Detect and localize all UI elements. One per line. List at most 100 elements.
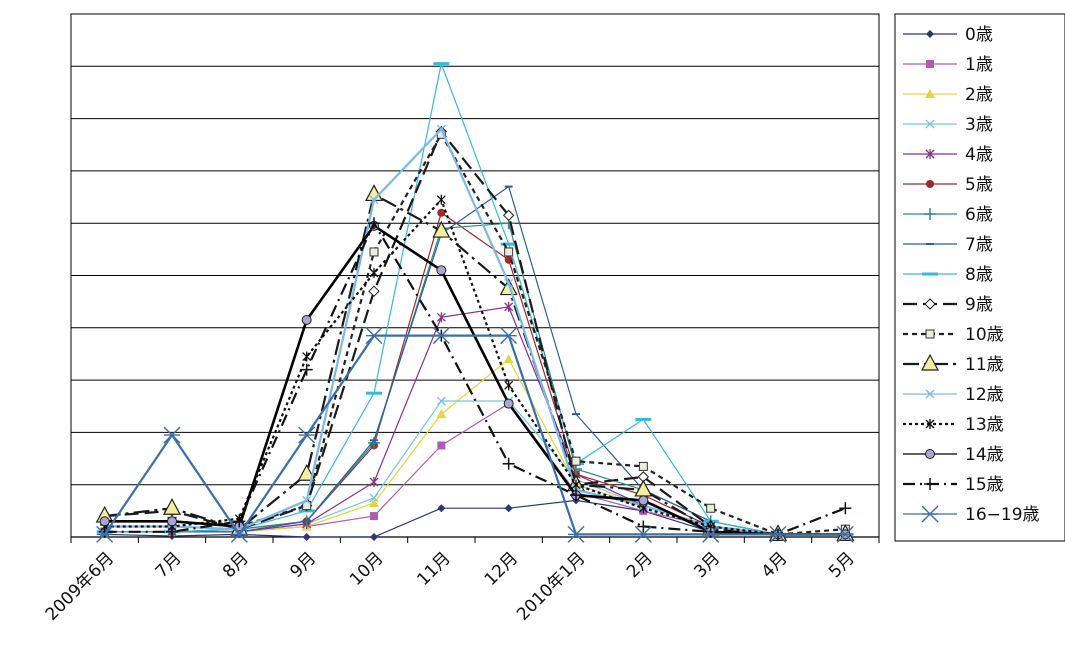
legend-item: 10歳 (903, 325, 1004, 345)
legend-item: 15歳 (903, 475, 1004, 495)
legend-label: 14歳 (965, 445, 1004, 465)
x-tick-label: 7月 (152, 548, 186, 582)
data-point (436, 396, 446, 406)
data-point (926, 60, 934, 68)
plot-area (70, 13, 880, 538)
data-point (925, 119, 935, 129)
data-point (502, 457, 515, 470)
series-layer (95, 61, 855, 543)
data-point (365, 327, 383, 345)
legend-item: 6歳 (903, 205, 993, 225)
data-point (504, 255, 513, 264)
legend-label: 11歳 (965, 355, 1004, 375)
series-16 (96, 327, 854, 543)
data-point (925, 149, 935, 159)
data-point (571, 479, 581, 490)
data-point (504, 278, 514, 288)
legend-label: 4歳 (965, 145, 993, 165)
data-point (926, 30, 934, 38)
data-point (704, 525, 717, 538)
data-point (504, 504, 513, 513)
data-point (98, 525, 111, 538)
legend-label: 9歳 (965, 295, 993, 315)
data-point (302, 351, 312, 362)
legend-label: 3歳 (965, 115, 993, 135)
data-point (436, 124, 446, 134)
data-point (369, 498, 379, 508)
data-point (437, 208, 446, 217)
data-point (924, 298, 936, 310)
data-point (370, 512, 378, 521)
data-point (298, 426, 316, 444)
data-point (926, 180, 934, 188)
legend-label: 2歳 (965, 85, 993, 105)
legend-item: 3歳 (903, 115, 993, 135)
legend-label: 0歳 (965, 25, 993, 45)
legend-label: 1歳 (965, 55, 993, 75)
legend-item: 1歳 (903, 55, 993, 75)
data-point (302, 533, 311, 541)
legend-item: 16−19歳 (903, 505, 1040, 525)
data-point (369, 477, 379, 488)
legend-item: 9歳 (903, 295, 993, 315)
legend-item: 5歳 (903, 175, 993, 195)
legend-item: 7歳 (903, 235, 993, 255)
legend-label: 10歳 (965, 325, 1004, 345)
data-point (836, 525, 854, 543)
data-point (233, 515, 246, 528)
legend: 0歳 1歳 2歳 3歳 4歳 5歳 6歳 7歳 8歳 9歳 10歳 11歳 12歳 13歳 14歳 15歳 16… (894, 13, 1065, 542)
data-point (924, 478, 936, 490)
data-point (921, 353, 939, 371)
legend-label: 6歳 (965, 205, 993, 225)
legend-label: 16−19歳 (965, 505, 1040, 525)
data-point (637, 520, 650, 533)
data-point (369, 267, 379, 278)
data-point (921, 505, 939, 523)
data-point (437, 441, 446, 450)
data-point (302, 501, 312, 511)
x-tick-label: 11月 (413, 548, 454, 589)
legend-item: 8歳 (903, 265, 993, 285)
data-point (370, 533, 378, 541)
data-point (437, 504, 446, 513)
x-tick-label: 2月 (623, 548, 657, 582)
legend-label: 7歳 (965, 235, 993, 255)
series-line (104, 220, 846, 536)
data-point (702, 525, 720, 543)
data-point (436, 312, 446, 323)
data-point (567, 525, 585, 543)
data-point (503, 398, 514, 409)
data-point (432, 220, 451, 238)
data-point (503, 354, 514, 364)
data-point (368, 217, 380, 230)
data-point (369, 493, 379, 503)
data-point (369, 195, 379, 205)
data-point (638, 461, 648, 471)
legend-box (894, 13, 1065, 542)
legend-label: 15歳 (965, 475, 1004, 495)
x-tick-label: 2010年1月 (513, 548, 589, 624)
data-point (769, 525, 787, 543)
x-tick-label: 8月 (219, 548, 253, 582)
legend-item: 11歳 (903, 353, 1004, 375)
data-point (504, 247, 514, 257)
data-point (504, 301, 514, 312)
data-point (634, 525, 652, 543)
x-tick-label: 4月 (758, 548, 792, 582)
data-point (925, 449, 935, 459)
legend-label: 13歳 (965, 415, 1004, 435)
legend-label: 8歳 (965, 265, 993, 285)
data-point (369, 247, 379, 257)
legend-label: 5歳 (965, 175, 993, 195)
legend-label: 12歳 (965, 385, 1004, 405)
legend-item: 12歳 (903, 385, 1004, 405)
data-point (166, 525, 178, 538)
data-point (432, 327, 450, 345)
data-point (96, 525, 114, 543)
data-point (301, 314, 312, 325)
data-point (571, 456, 581, 466)
x-tick-label: 3月 (690, 548, 724, 582)
data-point (163, 497, 181, 515)
